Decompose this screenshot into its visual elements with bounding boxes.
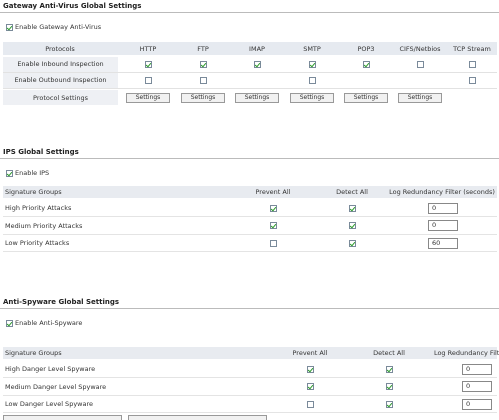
row-label: Enable Outbound Inspection bbox=[14, 76, 107, 84]
column-header: SMTP bbox=[303, 45, 321, 53]
log-input[interactable]: 0 bbox=[428, 220, 458, 231]
bottom-button[interactable] bbox=[128, 415, 267, 420]
enable-label: Enable Gateway Anti-Virus bbox=[15, 23, 102, 31]
checkbox[interactable] bbox=[144, 60, 152, 68]
checkbox[interactable] bbox=[348, 239, 356, 247]
column-header: Protocols bbox=[45, 45, 75, 53]
row-rule bbox=[3, 377, 497, 378]
section-title: IPS Global Settings bbox=[3, 148, 79, 156]
section-title: Anti-Spyware Global Settings bbox=[3, 298, 120, 306]
row-rule bbox=[3, 233, 497, 235]
row-rule bbox=[3, 216, 497, 217]
title-rule bbox=[0, 158, 499, 159]
column-header: Log Redundancy Filter (seconds) bbox=[389, 188, 495, 196]
log-input[interactable]: 60 bbox=[428, 237, 458, 249]
row-label: Enable Inbound Inspection bbox=[17, 60, 104, 68]
log-input[interactable]: 0 bbox=[428, 202, 458, 214]
checkbox[interactable] bbox=[306, 383, 314, 390]
row-rule bbox=[3, 88, 497, 89]
column-header: Prevent All bbox=[292, 349, 328, 357]
checkbox[interactable] bbox=[468, 60, 476, 68]
row-label: Low Danger Level Spyware bbox=[5, 400, 93, 408]
row-label-cell bbox=[3, 57, 118, 72]
enable-label: Enable Anti-Spyware bbox=[15, 319, 83, 327]
checkbox[interactable] bbox=[308, 76, 316, 84]
row-label: Protocol Settings bbox=[33, 94, 88, 102]
checkbox[interactable] bbox=[5, 169, 13, 177]
row-rule bbox=[3, 412, 497, 413]
row-label: Medium Danger Level Spyware bbox=[5, 382, 107, 391]
column-header: FTP bbox=[197, 45, 209, 53]
row-rule bbox=[3, 394, 497, 396]
bottom-button[interactable] bbox=[3, 415, 122, 420]
header-row bbox=[3, 42, 497, 55]
checkbox[interactable] bbox=[362, 60, 370, 68]
log-input[interactable]: 0 bbox=[462, 381, 492, 392]
column-header: TCP Stream bbox=[453, 45, 491, 53]
column-header: HTTP bbox=[139, 45, 157, 53]
row-label-cell bbox=[3, 73, 118, 88]
checkbox[interactable] bbox=[199, 76, 207, 84]
checkbox[interactable] bbox=[468, 76, 476, 84]
column-header: CIFS/Netbios bbox=[399, 45, 441, 53]
header-row bbox=[3, 347, 497, 359]
column-header: Signature Groups bbox=[5, 188, 62, 196]
checkbox[interactable] bbox=[416, 60, 424, 68]
log-input[interactable]: 0 bbox=[462, 398, 492, 410]
checkbox[interactable] bbox=[269, 204, 277, 212]
settings-button[interactable]: Settings bbox=[290, 93, 334, 103]
checkbox[interactable] bbox=[306, 400, 314, 408]
settings-button[interactable]: Settings bbox=[344, 93, 388, 103]
checkbox[interactable] bbox=[385, 400, 393, 408]
column-header: IMAP bbox=[249, 45, 265, 53]
column-header: Log Redundancy Filter bbox=[433, 349, 499, 357]
checkbox[interactable] bbox=[308, 60, 316, 68]
column-header: Signature Groups bbox=[5, 349, 62, 357]
row-rule bbox=[3, 72, 497, 73]
log-input[interactable]: 0 bbox=[462, 363, 492, 375]
checkbox[interactable] bbox=[269, 222, 277, 229]
checkbox[interactable] bbox=[306, 365, 314, 373]
title-rule bbox=[0, 308, 499, 309]
settings-button[interactable]: Settings bbox=[126, 93, 170, 103]
column-header: POP3 bbox=[357, 45, 375, 53]
row-rule bbox=[3, 251, 497, 252]
checkbox[interactable] bbox=[385, 383, 393, 390]
column-header: Detect All bbox=[373, 349, 405, 357]
checkbox[interactable] bbox=[269, 239, 277, 247]
settings-button[interactable]: Settings bbox=[181, 93, 225, 103]
header-row bbox=[3, 186, 497, 198]
row-label: High Danger Level Spyware bbox=[5, 365, 96, 373]
section-title: Gateway Anti-Virus Global Settings bbox=[3, 2, 142, 10]
checkbox[interactable] bbox=[253, 60, 261, 68]
enable-label: Enable IPS bbox=[15, 169, 50, 177]
column-header: Prevent All bbox=[255, 188, 291, 196]
row-label-cell bbox=[3, 90, 118, 105]
checkbox[interactable] bbox=[348, 222, 356, 229]
title-rule bbox=[0, 12, 499, 13]
column-header: Detect All bbox=[336, 188, 368, 196]
settings-button[interactable]: Settings bbox=[398, 93, 442, 103]
row-label: Low Priority Attacks bbox=[5, 239, 70, 247]
checkbox[interactable] bbox=[199, 60, 207, 68]
checkbox[interactable] bbox=[385, 365, 393, 373]
settings-button[interactable]: Settings bbox=[235, 93, 279, 103]
checkbox[interactable] bbox=[348, 204, 356, 212]
checkbox[interactable] bbox=[5, 23, 13, 31]
checkbox[interactable] bbox=[5, 319, 13, 327]
checkbox[interactable] bbox=[144, 76, 152, 84]
row-label: High Priority Attacks bbox=[5, 204, 72, 212]
row-label: Medium Priority Attacks bbox=[5, 221, 83, 230]
